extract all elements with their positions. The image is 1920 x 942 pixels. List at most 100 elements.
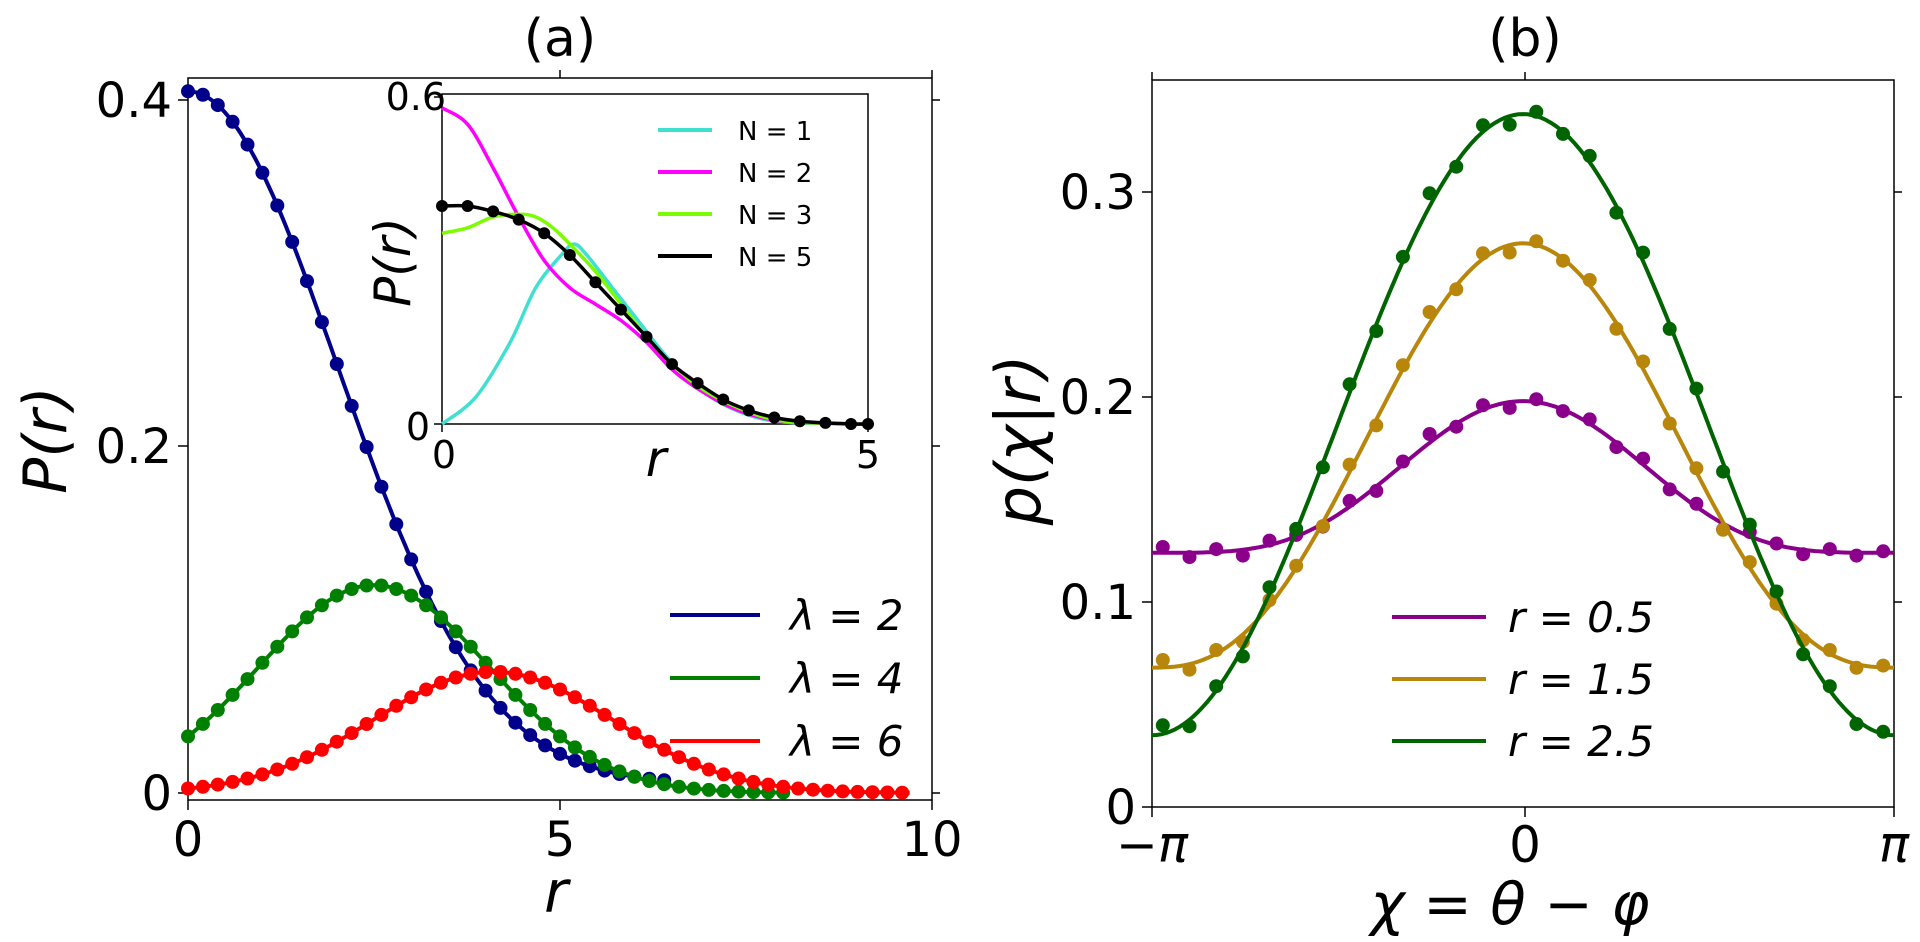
point-r-2-5 xyxy=(1395,249,1410,264)
point-r-2-5 xyxy=(1876,724,1891,739)
point-6 xyxy=(225,774,240,789)
point-r-2-5 xyxy=(1476,118,1490,133)
point-r-2-5 xyxy=(1582,148,1597,163)
point-4 xyxy=(285,624,300,639)
panel-b: (b) −π 0 π 0 0.1 0.2 0.3 χ = θ − φ p(χ|r… xyxy=(982,9,1910,938)
point-r-1-5 xyxy=(1822,643,1837,657)
point-r-1-5 xyxy=(1209,643,1224,657)
point-r-2-5 xyxy=(1369,324,1384,338)
panel-a-xtick-label: 5 xyxy=(545,812,576,868)
point-r-1-5 xyxy=(1556,253,1570,268)
point-4 xyxy=(255,655,270,670)
point-4 xyxy=(463,639,478,654)
point-6 xyxy=(612,717,627,731)
legend-label-r-2-5: r = 2.5 xyxy=(1508,717,1654,766)
point-6 xyxy=(761,777,776,792)
panel-a-ytick-label: 0.4 xyxy=(96,73,172,129)
panel-a-title: (a) xyxy=(524,9,596,69)
point-r-0-5 xyxy=(1502,400,1517,415)
point-r-2-5 xyxy=(1742,517,1757,532)
panel-a-xlabel: r xyxy=(544,858,571,926)
point-r-2-5 xyxy=(1529,104,1544,119)
inset-legend: N = 1 N = 2 N = 3 N = 5 xyxy=(658,117,812,273)
point-2 xyxy=(285,234,300,249)
inset-point-n-5 xyxy=(862,418,874,430)
point-r-1-5 xyxy=(1849,660,1864,675)
point-2 xyxy=(523,728,538,743)
point-6 xyxy=(463,666,478,681)
panel-b-axes-frame xyxy=(1151,79,1895,808)
point-4 xyxy=(181,729,195,744)
point-r-1-5 xyxy=(1369,418,1384,433)
inset-legend-label-n5: N = 5 xyxy=(738,243,812,273)
inset-legend-label-n1: N = 1 xyxy=(738,117,812,147)
curve-r-0-5 xyxy=(1152,399,1894,555)
panel-b-title: (b) xyxy=(1488,9,1562,69)
point-4 xyxy=(210,703,225,717)
point-4 xyxy=(582,749,597,764)
point-6 xyxy=(880,785,895,800)
point-4 xyxy=(746,785,761,800)
inset-point-n-5 xyxy=(436,200,448,212)
point-4 xyxy=(538,716,553,731)
point-6 xyxy=(716,767,731,782)
point-r-1-5 xyxy=(1449,282,1464,297)
point-r-0-5 xyxy=(1609,440,1624,455)
point-4 xyxy=(567,740,582,755)
point-6 xyxy=(850,784,865,799)
point-6 xyxy=(672,750,686,765)
point-r-2-5 xyxy=(1502,117,1517,132)
panel-a-xtick-label: 10 xyxy=(901,812,962,868)
point-6 xyxy=(344,726,359,741)
inset-ytick-label: 0.6 xyxy=(386,75,446,119)
point-r-1-5 xyxy=(1716,522,1731,537)
point-r-1-5 xyxy=(1182,662,1197,677)
point-r-0-5 xyxy=(1796,547,1811,562)
point-6 xyxy=(478,665,493,679)
point-2 xyxy=(419,584,434,599)
point-4 xyxy=(329,588,344,603)
point-6 xyxy=(835,784,850,799)
legend-label-r-0-5: r = 0.5 xyxy=(1508,593,1654,642)
point-4 xyxy=(731,784,746,799)
panel-b-xtick-label: −π xyxy=(1116,816,1189,874)
point-r-2-5 xyxy=(1155,718,1170,733)
point-2 xyxy=(404,552,419,567)
point-4 xyxy=(374,578,389,593)
point-4 xyxy=(419,598,434,613)
point-4 xyxy=(657,777,672,792)
panel-b-xtick-label: π xyxy=(1879,816,1910,874)
point-6 xyxy=(404,690,419,705)
curve-r-2-5 xyxy=(1151,112,1895,738)
point-6 xyxy=(895,785,910,800)
point-2 xyxy=(270,198,285,213)
point-r-0-5 xyxy=(1235,548,1250,563)
inset-point-n-5 xyxy=(742,404,755,417)
inset-point-n-5 xyxy=(691,377,704,390)
point-r-0-5 xyxy=(1422,427,1437,441)
point-r-0-5 xyxy=(1769,536,1784,551)
point-r-0-5 xyxy=(1182,550,1197,565)
inset-legend-label-n2: N = 2 xyxy=(738,159,812,189)
point-4 xyxy=(195,716,210,731)
point-r-1-5 xyxy=(1876,658,1891,673)
point-r-2-5 xyxy=(1449,159,1464,174)
panel-b-ylabel: p(χ|r) xyxy=(982,355,1056,527)
point-6 xyxy=(329,734,344,749)
panel-b-legend: r = 0.5 r = 1.5 r = 2.5 xyxy=(1392,593,1654,766)
point-4 xyxy=(701,782,716,797)
inset-ylabel: P(r) xyxy=(364,217,422,307)
point-6 xyxy=(538,675,553,690)
point-r-0-5 xyxy=(1822,542,1837,557)
point-4 xyxy=(716,783,731,798)
point-r-1-5 xyxy=(1742,555,1757,570)
point-r-0-5 xyxy=(1689,496,1704,511)
point-4 xyxy=(642,774,657,788)
point-6 xyxy=(270,762,285,777)
inset-point-n-5 xyxy=(589,276,602,289)
inset-point-n-5 xyxy=(793,415,806,428)
point-4 xyxy=(225,687,240,702)
point-r-2-5 xyxy=(1822,679,1837,694)
point-r-0-5 xyxy=(1636,451,1651,466)
